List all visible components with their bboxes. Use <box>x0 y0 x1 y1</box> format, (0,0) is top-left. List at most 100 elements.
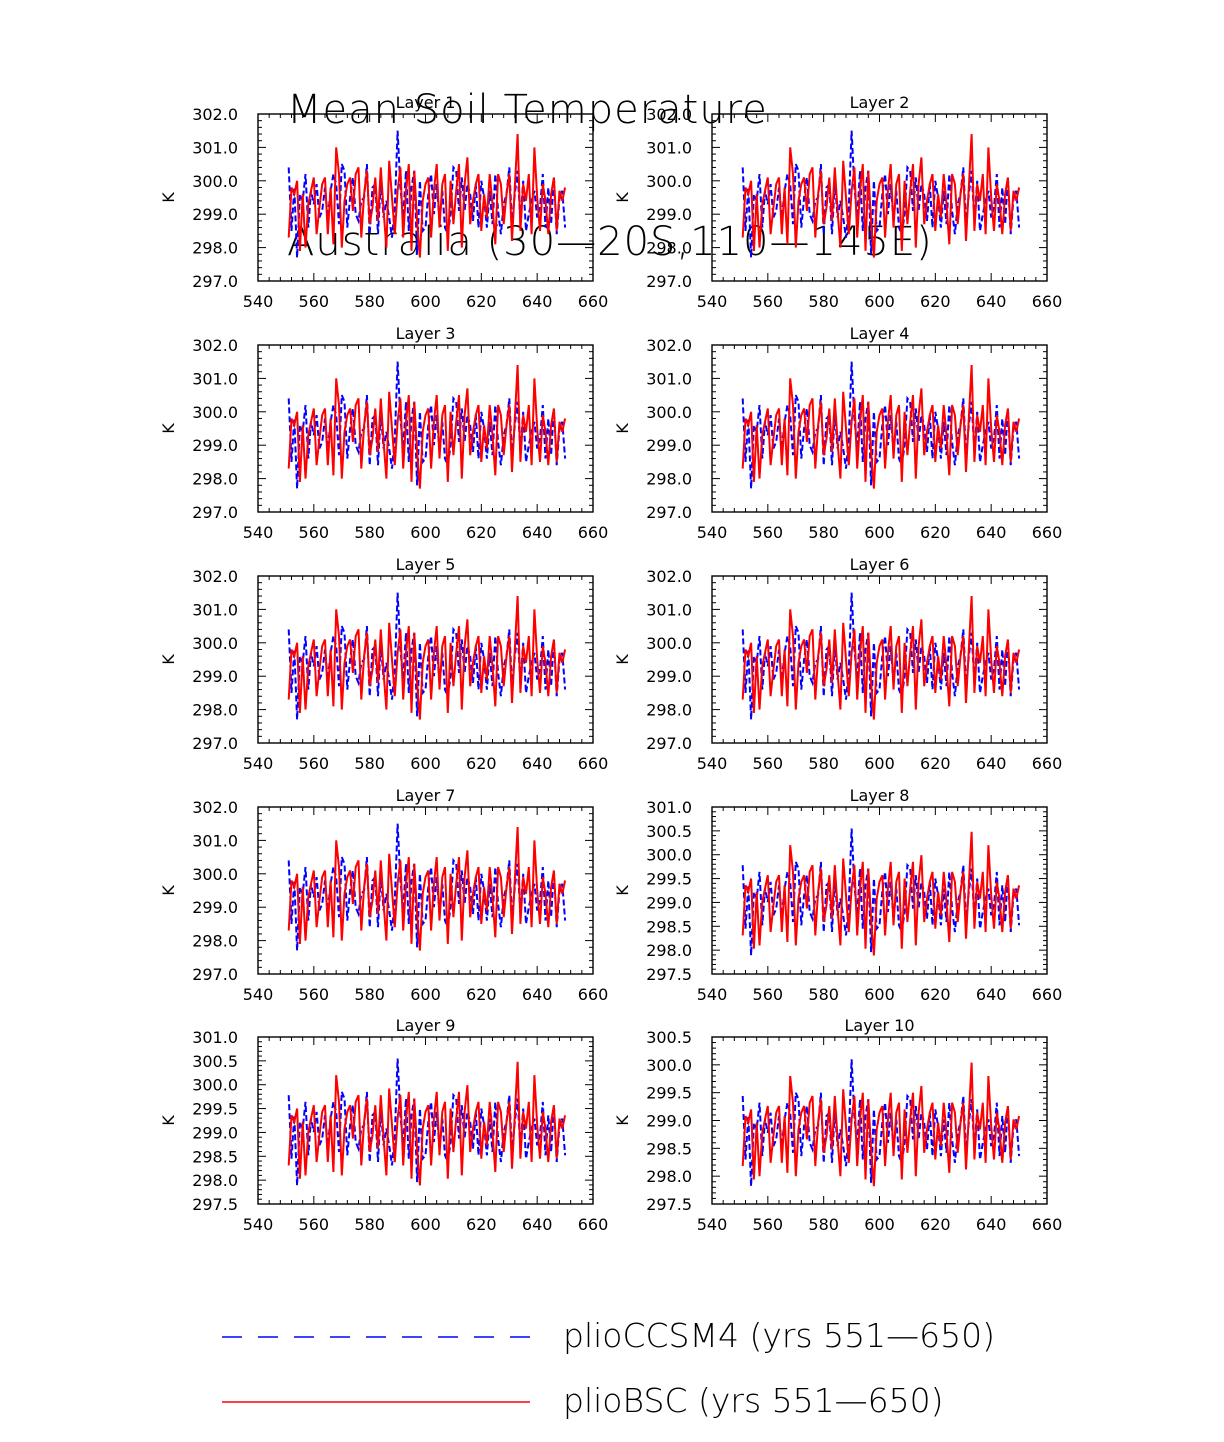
y-axis-label: K <box>613 423 632 434</box>
x-tick-label: 540 <box>243 985 274 1004</box>
y-tick-label: 299.0 <box>192 1123 238 1142</box>
y-tick-label: 299.5 <box>646 870 692 889</box>
x-tick-label: 660 <box>578 985 609 1004</box>
y-tick-label: 299.0 <box>646 205 692 224</box>
y-tick-label: 299.0 <box>646 893 692 912</box>
y-axis-label: K <box>159 1115 178 1126</box>
y-tick-label: 299.5 <box>646 1084 692 1103</box>
panel-layer-2: Layer 2 K 540 560 580 600 620 640 660 297.0 298.0 2… <box>613 93 1062 311</box>
y-tick-label: 297.0 <box>192 503 238 522</box>
panel-layer-7: Layer 7 K 540 560 580 600 620 640 660 297.0 298.0 2… <box>159 786 608 1004</box>
figure-title-line2: Australia (30—20S,110—145E) <box>287 219 933 265</box>
y-tick-label: 298.0 <box>646 470 692 489</box>
x-tick-label: 640 <box>976 754 1007 773</box>
y-tick-label: 298.0 <box>192 239 238 258</box>
series-line-pliobsc <box>287 1061 567 1186</box>
x-tick-label: 560 <box>299 1215 330 1234</box>
x-tick-label: 660 <box>1032 523 1063 542</box>
x-tick-label: 600 <box>864 1215 895 1234</box>
x-tick-label: 600 <box>864 292 895 311</box>
x-tick-label: 580 <box>354 292 385 311</box>
x-tick-label: 660 <box>1032 985 1063 1004</box>
y-tick-label: 300.0 <box>646 846 692 865</box>
x-tick-label: 560 <box>753 754 784 773</box>
panel-layer-8: Layer 8 K 540 560 580 600 620 640 660 297.5 298.0 2… <box>613 786 1062 1004</box>
panel-layer-6: Layer 6 K 540 560 580 600 620 640 660 297.0 298.0 2… <box>613 555 1062 773</box>
y-tick-label: 299.0 <box>192 205 238 224</box>
y-tick-label: 300.5 <box>646 1028 692 1047</box>
y-tick-label: 301.0 <box>192 831 238 850</box>
y-tick-label: 302.0 <box>192 798 238 817</box>
panel-title: Layer 1 <box>396 93 456 112</box>
x-tick-label: 540 <box>697 985 728 1004</box>
y-tick-label: 300.0 <box>192 634 238 653</box>
x-tick-label: 540 <box>697 754 728 773</box>
y-tick-label: 300.0 <box>646 403 692 422</box>
y-tick-label: 299.0 <box>192 898 238 917</box>
y-tick-label: 301.0 <box>192 369 238 388</box>
x-tick-label: 580 <box>354 1215 385 1234</box>
y-tick-label: 302.0 <box>192 105 238 124</box>
x-tick-label: 540 <box>243 754 274 773</box>
y-tick-label: 297.0 <box>646 272 692 291</box>
x-tick-label: 600 <box>410 292 441 311</box>
y-tick-label: 301.0 <box>192 138 238 157</box>
x-tick-label: 640 <box>522 985 553 1004</box>
x-tick-label: 660 <box>578 292 609 311</box>
x-tick-label: 620 <box>920 523 951 542</box>
y-tick-label: 299.0 <box>192 436 238 455</box>
y-axis-label: K <box>159 423 178 434</box>
x-tick-label: 620 <box>466 985 497 1004</box>
x-tick-label: 540 <box>697 523 728 542</box>
x-tick-label: 600 <box>864 985 895 1004</box>
x-tick-label: 600 <box>410 523 441 542</box>
y-tick-label: 298.0 <box>646 701 692 720</box>
x-tick-label: 620 <box>920 985 951 1004</box>
series-line-pliobsc <box>741 1062 1021 1187</box>
x-tick-label: 620 <box>920 754 951 773</box>
panel-title: Layer 5 <box>396 555 456 574</box>
x-tick-label: 660 <box>1032 1215 1063 1234</box>
y-tick-label: 298.0 <box>192 932 238 951</box>
figure-title: Mean Soil Temperature Australia (30—20S,… <box>287 0 933 308</box>
y-tick-label: 300.0 <box>646 634 692 653</box>
x-tick-label: 600 <box>864 523 895 542</box>
y-tick-label: 298.0 <box>646 239 692 258</box>
x-tick-label: 660 <box>1032 292 1063 311</box>
x-tick-label: 620 <box>920 292 951 311</box>
x-tick-label: 560 <box>753 1215 784 1234</box>
y-tick-label: 298.0 <box>192 701 238 720</box>
y-tick-label: 300.0 <box>192 403 238 422</box>
panel-title: Layer 6 <box>850 555 910 574</box>
x-tick-label: 540 <box>243 523 274 542</box>
x-tick-label: 580 <box>808 292 839 311</box>
y-tick-label: 302.0 <box>646 336 692 355</box>
x-tick-label: 600 <box>410 985 441 1004</box>
y-tick-label: 302.0 <box>646 105 692 124</box>
y-tick-label: 301.0 <box>646 600 692 619</box>
panel-title: Layer 7 <box>396 786 456 805</box>
y-tick-label: 298.0 <box>646 1167 692 1186</box>
y-tick-label: 300.0 <box>192 1076 238 1095</box>
x-tick-label: 620 <box>466 1215 497 1234</box>
series-line-pliobsc <box>287 826 567 951</box>
y-axis-label: K <box>613 192 632 203</box>
y-tick-label: 297.5 <box>646 965 692 984</box>
y-axis-label: K <box>159 885 178 896</box>
x-tick-label: 640 <box>522 292 553 311</box>
x-tick-label: 560 <box>299 754 330 773</box>
y-tick-label: 297.5 <box>192 1195 238 1214</box>
series-line-pliobsc <box>741 133 1021 258</box>
x-tick-label: 640 <box>522 754 553 773</box>
panel-title: Layer 2 <box>850 93 910 112</box>
y-tick-label: 300.5 <box>192 1052 238 1071</box>
y-axis-label: K <box>159 192 178 203</box>
y-tick-label: 300.5 <box>646 822 692 841</box>
y-axis-label: K <box>613 1115 632 1126</box>
x-tick-label: 580 <box>354 523 385 542</box>
y-tick-label: 302.0 <box>646 567 692 586</box>
x-tick-label: 540 <box>697 292 728 311</box>
x-tick-label: 620 <box>920 1215 951 1234</box>
y-tick-label: 298.0 <box>192 470 238 489</box>
